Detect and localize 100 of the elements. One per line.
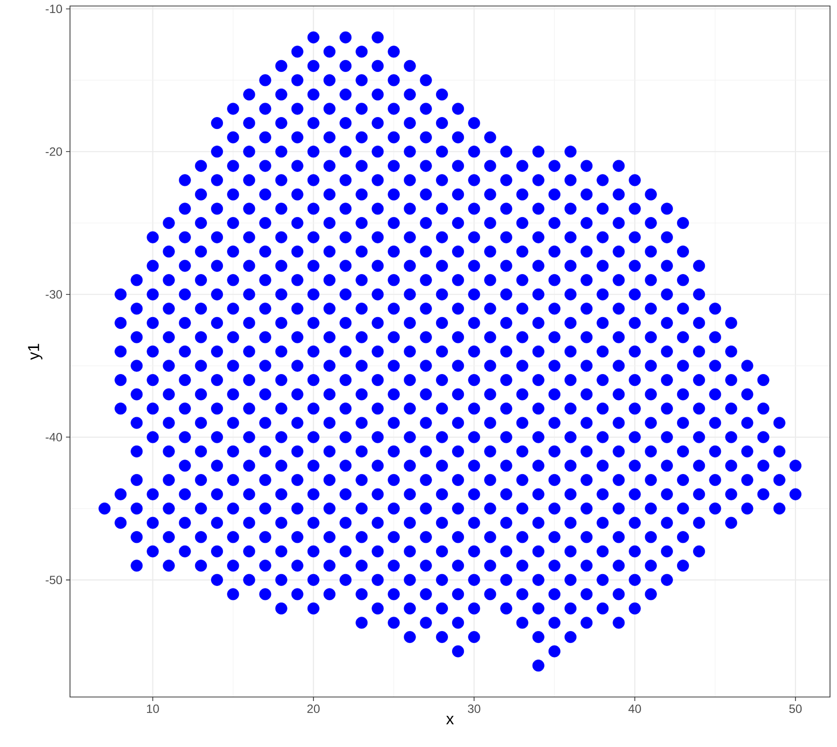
point (452, 274, 464, 286)
point (644, 360, 657, 372)
point (612, 416, 625, 429)
point (580, 160, 593, 172)
point (580, 502, 593, 515)
point (676, 246, 689, 258)
point (725, 516, 738, 529)
point (372, 231, 384, 244)
point (564, 202, 577, 215)
point (307, 488, 320, 500)
point (388, 274, 400, 286)
point (612, 531, 625, 544)
point (291, 531, 304, 544)
point (323, 188, 336, 200)
point (676, 331, 689, 344)
point (178, 431, 191, 444)
point (420, 616, 432, 629)
point (709, 388, 722, 400)
point (693, 345, 706, 358)
point (725, 488, 738, 500)
point (468, 117, 480, 130)
point (676, 416, 689, 429)
point (388, 416, 400, 429)
point (420, 102, 432, 115)
point (709, 445, 722, 458)
point (548, 188, 560, 200)
point (340, 545, 352, 558)
point (211, 260, 224, 272)
point (500, 146, 512, 158)
point (323, 246, 336, 258)
point (194, 217, 207, 229)
point (516, 445, 528, 458)
point (468, 316, 480, 329)
point (388, 474, 400, 486)
point (757, 374, 770, 386)
x-axis-title: x (446, 716, 454, 724)
point (580, 217, 593, 229)
point (564, 316, 577, 329)
point (484, 445, 496, 458)
point (532, 174, 544, 186)
point (420, 474, 432, 486)
point (307, 202, 320, 215)
point (452, 388, 464, 400)
point (420, 360, 432, 372)
point (194, 445, 207, 458)
point (452, 188, 464, 200)
point (468, 488, 480, 500)
point (291, 445, 304, 458)
point (420, 302, 432, 315)
point (130, 502, 143, 515)
point (660, 431, 673, 444)
point (275, 202, 288, 215)
point (404, 260, 416, 272)
point (452, 217, 464, 229)
point (532, 574, 544, 586)
point (628, 402, 641, 415)
point (420, 217, 432, 229)
point (194, 360, 207, 372)
point (227, 246, 240, 258)
point (436, 345, 448, 358)
point (484, 302, 496, 315)
point (227, 388, 240, 400)
point (291, 131, 304, 144)
point (468, 545, 480, 558)
point (773, 445, 786, 458)
point (628, 460, 641, 472)
point (596, 202, 609, 215)
point (564, 288, 577, 300)
point (596, 488, 609, 500)
point (259, 474, 272, 486)
point (243, 288, 256, 300)
point (194, 388, 207, 400)
point (644, 588, 657, 600)
point (291, 388, 304, 400)
point (516, 160, 528, 172)
point (628, 374, 641, 386)
point (580, 331, 593, 344)
point (725, 431, 738, 444)
point (420, 331, 432, 344)
point (356, 74, 368, 86)
point (388, 560, 400, 572)
point (676, 502, 689, 515)
point (532, 402, 544, 415)
point (484, 588, 496, 600)
point (468, 174, 480, 186)
point (211, 488, 224, 500)
point (500, 374, 512, 386)
point (452, 645, 464, 658)
point (436, 231, 448, 244)
point (548, 302, 560, 315)
point (372, 288, 384, 300)
point (516, 331, 528, 344)
point (532, 631, 544, 644)
point (372, 316, 384, 329)
point (388, 616, 400, 629)
point (741, 502, 754, 515)
point (500, 488, 512, 500)
point (178, 516, 191, 529)
point (676, 560, 689, 572)
point (307, 146, 320, 158)
